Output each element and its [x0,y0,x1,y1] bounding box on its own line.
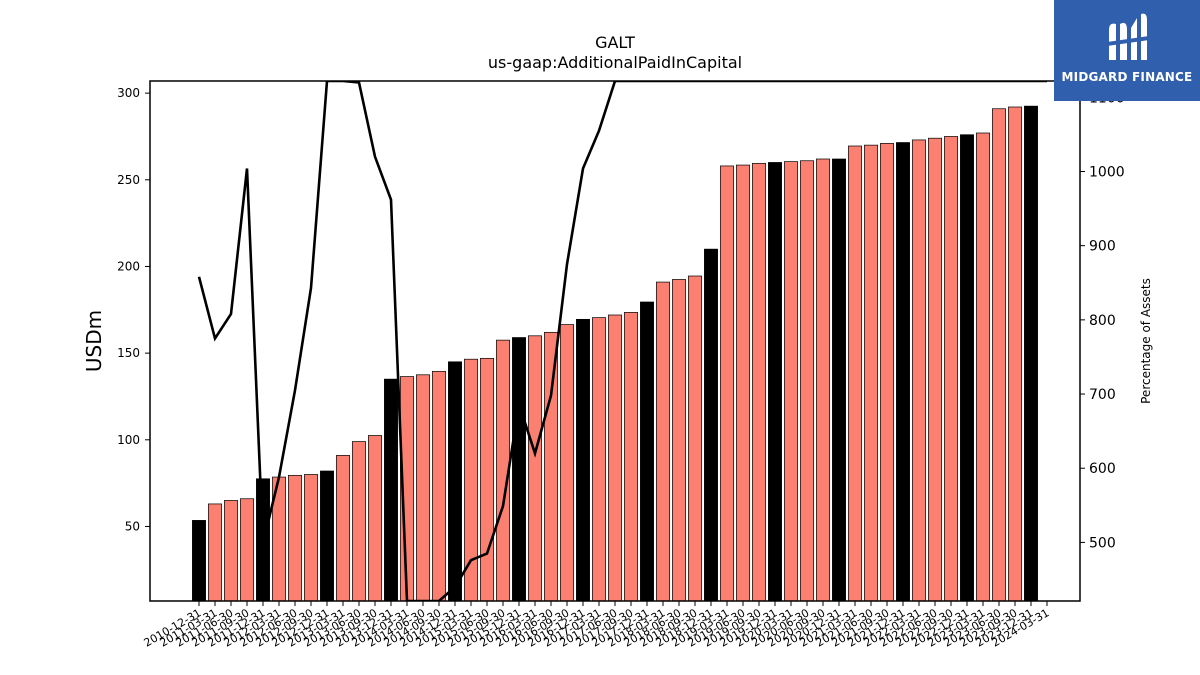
bar-2015-06-30 [480,357,494,602]
bar-2022-03-31 [912,139,926,602]
bar-2020-12-31 [832,158,846,602]
bar-2021-03-31 [848,145,862,602]
y2-axis-label: Percentage of Assets [1139,278,1153,404]
bar-2023-06-30 [992,108,1006,602]
bar-2017-12-31 [640,301,654,602]
bar-2017-03-31 [592,317,606,602]
y-axis: 50 100 150 200 250 300 [117,86,150,533]
y2-axis: 50060070080090010001100 [1080,90,1125,551]
bar-2016-03-31 [528,335,542,602]
y2-tick-label: 1000 [1089,164,1125,180]
bar-2014-06-30 [416,374,430,602]
bar-2014-12-31 [448,361,462,602]
bar-2019-12-31 [768,162,782,602]
bar-2023-09-30 [1008,106,1022,602]
y-tick-label: 50 [125,519,140,533]
bar-2023-03-31 [976,132,990,602]
bar-2022-09-30 [944,136,958,602]
bar-2017-06-30 [608,314,622,602]
bar-2015-12-31 [512,337,526,602]
bar-2018-03-31 [656,281,670,602]
x-axis: 2010-12-312011-03-312011-06-302011-09-30… [142,601,1052,650]
bar-2019-06-30 [736,164,750,602]
bar-2011-03-31 [208,503,222,602]
y2-tick-label: 800 [1089,313,1116,329]
bar-2021-12-31 [896,142,910,602]
bar-2016-09-30 [560,324,574,602]
y-tick-label: 250 [117,173,140,187]
midgard-m-logo-icon [1107,13,1149,61]
y-axis-label: USDm [82,310,106,372]
bar-2020-09-30 [816,158,830,602]
bar-2019-03-31 [720,165,734,602]
bar-2023-12-31 [1024,105,1038,602]
bar-2016-06-30 [544,331,558,602]
bar-2020-06-30 [800,160,814,602]
logo-text: MIDGARD FINANCE [1061,70,1193,84]
y2-tick-label: 600 [1089,461,1116,477]
bar-2021-06-30 [864,144,878,602]
bar-2016-12-31 [576,318,590,602]
bar-2018-06-30 [672,279,686,602]
y2-tick-label: 700 [1089,387,1116,403]
bar-2011-09-30 [240,498,254,602]
bar-2013-09-30 [368,435,382,602]
bar-2018-09-30 [688,275,702,602]
y-tick-label: 150 [117,346,140,360]
bar-2021-09-30 [880,143,894,602]
bar-2010-12-31 [192,520,206,602]
bar-2015-03-31 [464,358,478,602]
bar-2012-09-30 [304,474,318,602]
chart-title: GALT [595,33,635,52]
chart-subtitle: us-gaap:AdditionalPaidInCapital [488,53,742,72]
bar-2014-09-30 [432,370,446,602]
bar-2019-09-30 [752,162,766,602]
bar-2011-06-30 [224,500,238,602]
bar-2022-06-30 [928,137,942,602]
y2-tick-label: 500 [1089,535,1116,551]
bar-2013-06-30 [352,441,366,602]
y-tick-label: 200 [117,259,140,273]
bar-2020-03-31 [784,161,798,602]
bar-2017-09-30 [624,312,638,602]
bar-2012-06-30 [288,474,302,602]
bar-2022-12-31 [960,134,974,602]
y-tick-label: 300 [117,86,140,100]
y-tick-label: 100 [117,433,140,447]
bar-2018-12-31 [704,248,718,602]
bar-2013-12-31 [384,378,398,602]
midgard-finance-logo: MIDGARD FINANCE [1054,0,1200,101]
bar-2012-12-31 [320,470,334,602]
bar-2013-03-31 [336,455,350,602]
y2-tick-label: 900 [1089,239,1116,255]
